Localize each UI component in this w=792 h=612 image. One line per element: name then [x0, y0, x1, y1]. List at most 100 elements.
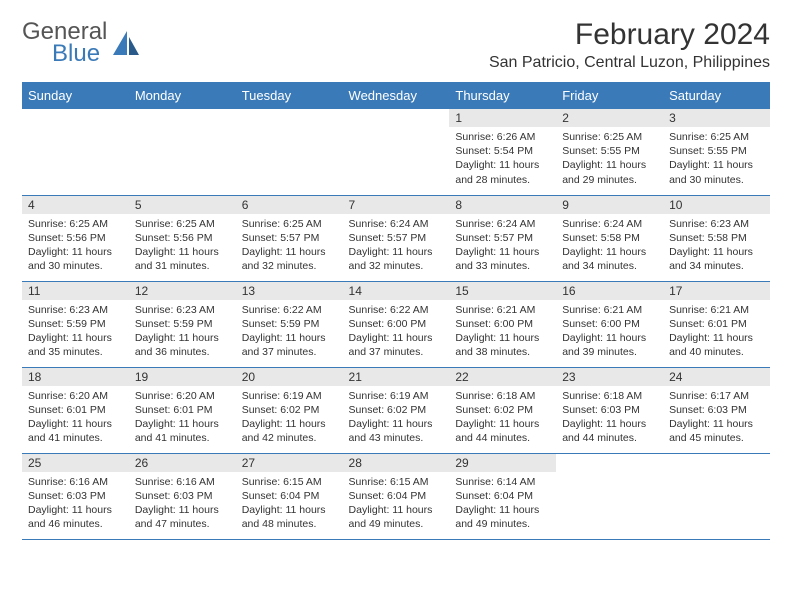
- day-number: 13: [236, 282, 343, 300]
- calendar-day-cell: [236, 109, 343, 195]
- calendar-day-cell: 13Sunrise: 6:22 AMSunset: 5:59 PMDayligh…: [236, 281, 343, 367]
- day-details: Sunrise: 6:24 AMSunset: 5:57 PMDaylight:…: [343, 214, 450, 278]
- day-details: Sunrise: 6:25 AMSunset: 5:55 PMDaylight:…: [556, 127, 663, 191]
- sunrise-text: Sunrise: 6:19 AM: [349, 389, 444, 403]
- calendar-day-cell: 15Sunrise: 6:21 AMSunset: 6:00 PMDayligh…: [449, 281, 556, 367]
- calendar-day-cell: 10Sunrise: 6:23 AMSunset: 5:58 PMDayligh…: [663, 195, 770, 281]
- weekday-row: Sunday Monday Tuesday Wednesday Thursday…: [22, 82, 770, 109]
- day-number: [343, 109, 450, 127]
- calendar-day-cell: 14Sunrise: 6:22 AMSunset: 6:00 PMDayligh…: [343, 281, 450, 367]
- daylight-text: Daylight: 11 hours and 37 minutes.: [242, 331, 337, 359]
- day-details: Sunrise: 6:16 AMSunset: 6:03 PMDaylight:…: [129, 472, 236, 536]
- daylight-text: Daylight: 11 hours and 44 minutes.: [562, 417, 657, 445]
- day-number: 25: [22, 454, 129, 472]
- sunrise-text: Sunrise: 6:18 AM: [455, 389, 550, 403]
- day-number: 23: [556, 368, 663, 386]
- calendar-day-cell: 6Sunrise: 6:25 AMSunset: 5:57 PMDaylight…: [236, 195, 343, 281]
- sunrise-text: Sunrise: 6:24 AM: [562, 217, 657, 231]
- calendar-day-cell: 23Sunrise: 6:18 AMSunset: 6:03 PMDayligh…: [556, 367, 663, 453]
- daylight-text: Daylight: 11 hours and 38 minutes.: [455, 331, 550, 359]
- sunset-text: Sunset: 5:59 PM: [28, 317, 123, 331]
- weekday-header: Friday: [556, 82, 663, 109]
- daylight-text: Daylight: 11 hours and 33 minutes.: [455, 245, 550, 273]
- day-details: Sunrise: 6:21 AMSunset: 6:00 PMDaylight:…: [556, 300, 663, 364]
- sunset-text: Sunset: 5:57 PM: [455, 231, 550, 245]
- daylight-text: Daylight: 11 hours and 49 minutes.: [455, 503, 550, 531]
- weekday-header: Tuesday: [236, 82, 343, 109]
- day-number: 4: [22, 196, 129, 214]
- day-details: Sunrise: 6:26 AMSunset: 5:54 PMDaylight:…: [449, 127, 556, 191]
- day-number: 29: [449, 454, 556, 472]
- calendar-day-cell: [556, 453, 663, 539]
- sunset-text: Sunset: 6:03 PM: [135, 489, 230, 503]
- day-number: 28: [343, 454, 450, 472]
- day-details: Sunrise: 6:17 AMSunset: 6:03 PMDaylight:…: [663, 386, 770, 450]
- location: San Patricio, Central Luzon, Philippines: [489, 54, 770, 72]
- calendar-week-row: 18 Sunrise: 6:20 AM Sunset: 6:01 PM Dayligh…: [22, 367, 770, 453]
- calendar-day-cell: 11Sunrise: 6:23 AMSunset: 5:59 PMDayligh…: [22, 281, 129, 367]
- sunset-text: Sunset: 6:00 PM: [455, 317, 550, 331]
- sunset-text: Sunset: 6:03 PM: [562, 403, 657, 417]
- day-details: Sunrise: 6:19 AMSunset: 6:02 PMDaylight:…: [343, 386, 450, 450]
- calendar-day-cell: 9Sunrise: 6:24 AMSunset: 5:58 PMDaylight…: [556, 195, 663, 281]
- sunrise-text: Sunrise: 6:24 AM: [349, 217, 444, 231]
- logo-word2: Blue: [52, 40, 107, 68]
- weekday-header: Wednesday: [343, 82, 450, 109]
- calendar-day-cell: 24Sunrise: 6:17 AMSunset: 6:03 PMDayligh…: [663, 367, 770, 453]
- sunset-text: Sunset: 6:00 PM: [562, 317, 657, 331]
- calendar-day-cell: 18Sunrise: 6:20 AMSunset: 6:01 PMDayligh…: [22, 367, 129, 453]
- calendar-day-cell: 28Sunrise: 6:15 AMSunset: 6:04 PMDayligh…: [343, 453, 450, 539]
- day-number: 5: [129, 196, 236, 214]
- day-details: Sunrise: 6:24 AMSunset: 5:58 PMDaylight:…: [556, 214, 663, 278]
- day-number: 19: [129, 368, 236, 386]
- logo: General Blue: [22, 18, 141, 68]
- sunrise-text: Sunrise: 6:20 AM: [28, 389, 123, 403]
- sunset-text: Sunset: 6:01 PM: [135, 403, 230, 417]
- sunrise-text: Sunrise: 6:18 AM: [562, 389, 657, 403]
- day-details: Sunrise: 6:22 AMSunset: 6:00 PMDaylight:…: [343, 300, 450, 364]
- day-number: 18: [22, 368, 129, 386]
- day-details: Sunrise: 6:18 AMSunset: 6:03 PMDaylight:…: [556, 386, 663, 450]
- sunrise-text: Sunrise: 6:16 AM: [28, 475, 123, 489]
- day-number: 9: [556, 196, 663, 214]
- day-number: [663, 454, 770, 472]
- sunset-text: Sunset: 6:02 PM: [349, 403, 444, 417]
- day-details: Sunrise: 6:22 AMSunset: 5:59 PMDaylight:…: [236, 300, 343, 364]
- day-number: 15: [449, 282, 556, 300]
- sunset-text: Sunset: 5:56 PM: [28, 231, 123, 245]
- daylight-text: Daylight: 11 hours and 46 minutes.: [28, 503, 123, 531]
- day-details: Sunrise: 6:23 AMSunset: 5:58 PMDaylight:…: [663, 214, 770, 278]
- sunrise-text: Sunrise: 6:23 AM: [669, 217, 764, 231]
- day-details: Sunrise: 6:21 AMSunset: 6:01 PMDaylight:…: [663, 300, 770, 364]
- sunrise-text: Sunrise: 6:24 AM: [455, 217, 550, 231]
- daylight-text: Daylight: 11 hours and 32 minutes.: [242, 245, 337, 273]
- calendar-day-cell: 16Sunrise: 6:21 AMSunset: 6:00 PMDayligh…: [556, 281, 663, 367]
- day-number: 27: [236, 454, 343, 472]
- day-details: Sunrise: 6:15 AMSunset: 6:04 PMDaylight:…: [343, 472, 450, 536]
- sunrise-text: Sunrise: 6:22 AM: [349, 303, 444, 317]
- calendar-day-cell: 20Sunrise: 6:19 AMSunset: 6:02 PMDayligh…: [236, 367, 343, 453]
- daylight-text: Daylight: 11 hours and 49 minutes.: [349, 503, 444, 531]
- calendar-week-row: 11Sunrise: 6:23 AMSunset: 5:59 PMDayligh…: [22, 281, 770, 367]
- daylight-text: Daylight: 11 hours and 43 minutes.: [349, 417, 444, 445]
- calendar-day-cell: 22Sunrise: 6:18 AMSunset: 6:02 PMDayligh…: [449, 367, 556, 453]
- sunrise-text: Sunrise: 6:25 AM: [28, 217, 123, 231]
- sunrise-text: Sunrise: 6:25 AM: [242, 217, 337, 231]
- daylight-text: Daylight: 11 hours and 34 minutes.: [562, 245, 657, 273]
- day-details: Sunrise: 6:14 AMSunset: 6:04 PMDaylight:…: [449, 472, 556, 536]
- day-number: 10: [663, 196, 770, 214]
- calendar-day-cell: [343, 109, 450, 195]
- day-details: Sunrise: 6:19 AMSunset: 6:02 PMDaylight:…: [236, 386, 343, 450]
- calendar-day-cell: 3Sunrise: 6:25 AMSunset: 5:55 PMDaylight…: [663, 109, 770, 195]
- sunrise-text: Sunrise: 6:25 AM: [669, 130, 764, 144]
- calendar-day-cell: 7Sunrise: 6:24 AMSunset: 5:57 PMDaylight…: [343, 195, 450, 281]
- day-details: Sunrise: 6:21 AMSunset: 6:00 PMDaylight:…: [449, 300, 556, 364]
- sunset-text: Sunset: 6:04 PM: [242, 489, 337, 503]
- logo-sail-icon: [113, 31, 141, 57]
- calendar-week-row: 4Sunrise: 6:25 AMSunset: 5:56 PMDaylight…: [22, 195, 770, 281]
- sunrise-text: Sunrise: 6:15 AM: [349, 475, 444, 489]
- day-number: 16: [556, 282, 663, 300]
- daylight-text: Daylight: 11 hours and 40 minutes.: [669, 331, 764, 359]
- day-details: Sunrise: 6:15 AMSunset: 6:04 PMDaylight:…: [236, 472, 343, 536]
- sunrise-text: Sunrise: 6:14 AM: [455, 475, 550, 489]
